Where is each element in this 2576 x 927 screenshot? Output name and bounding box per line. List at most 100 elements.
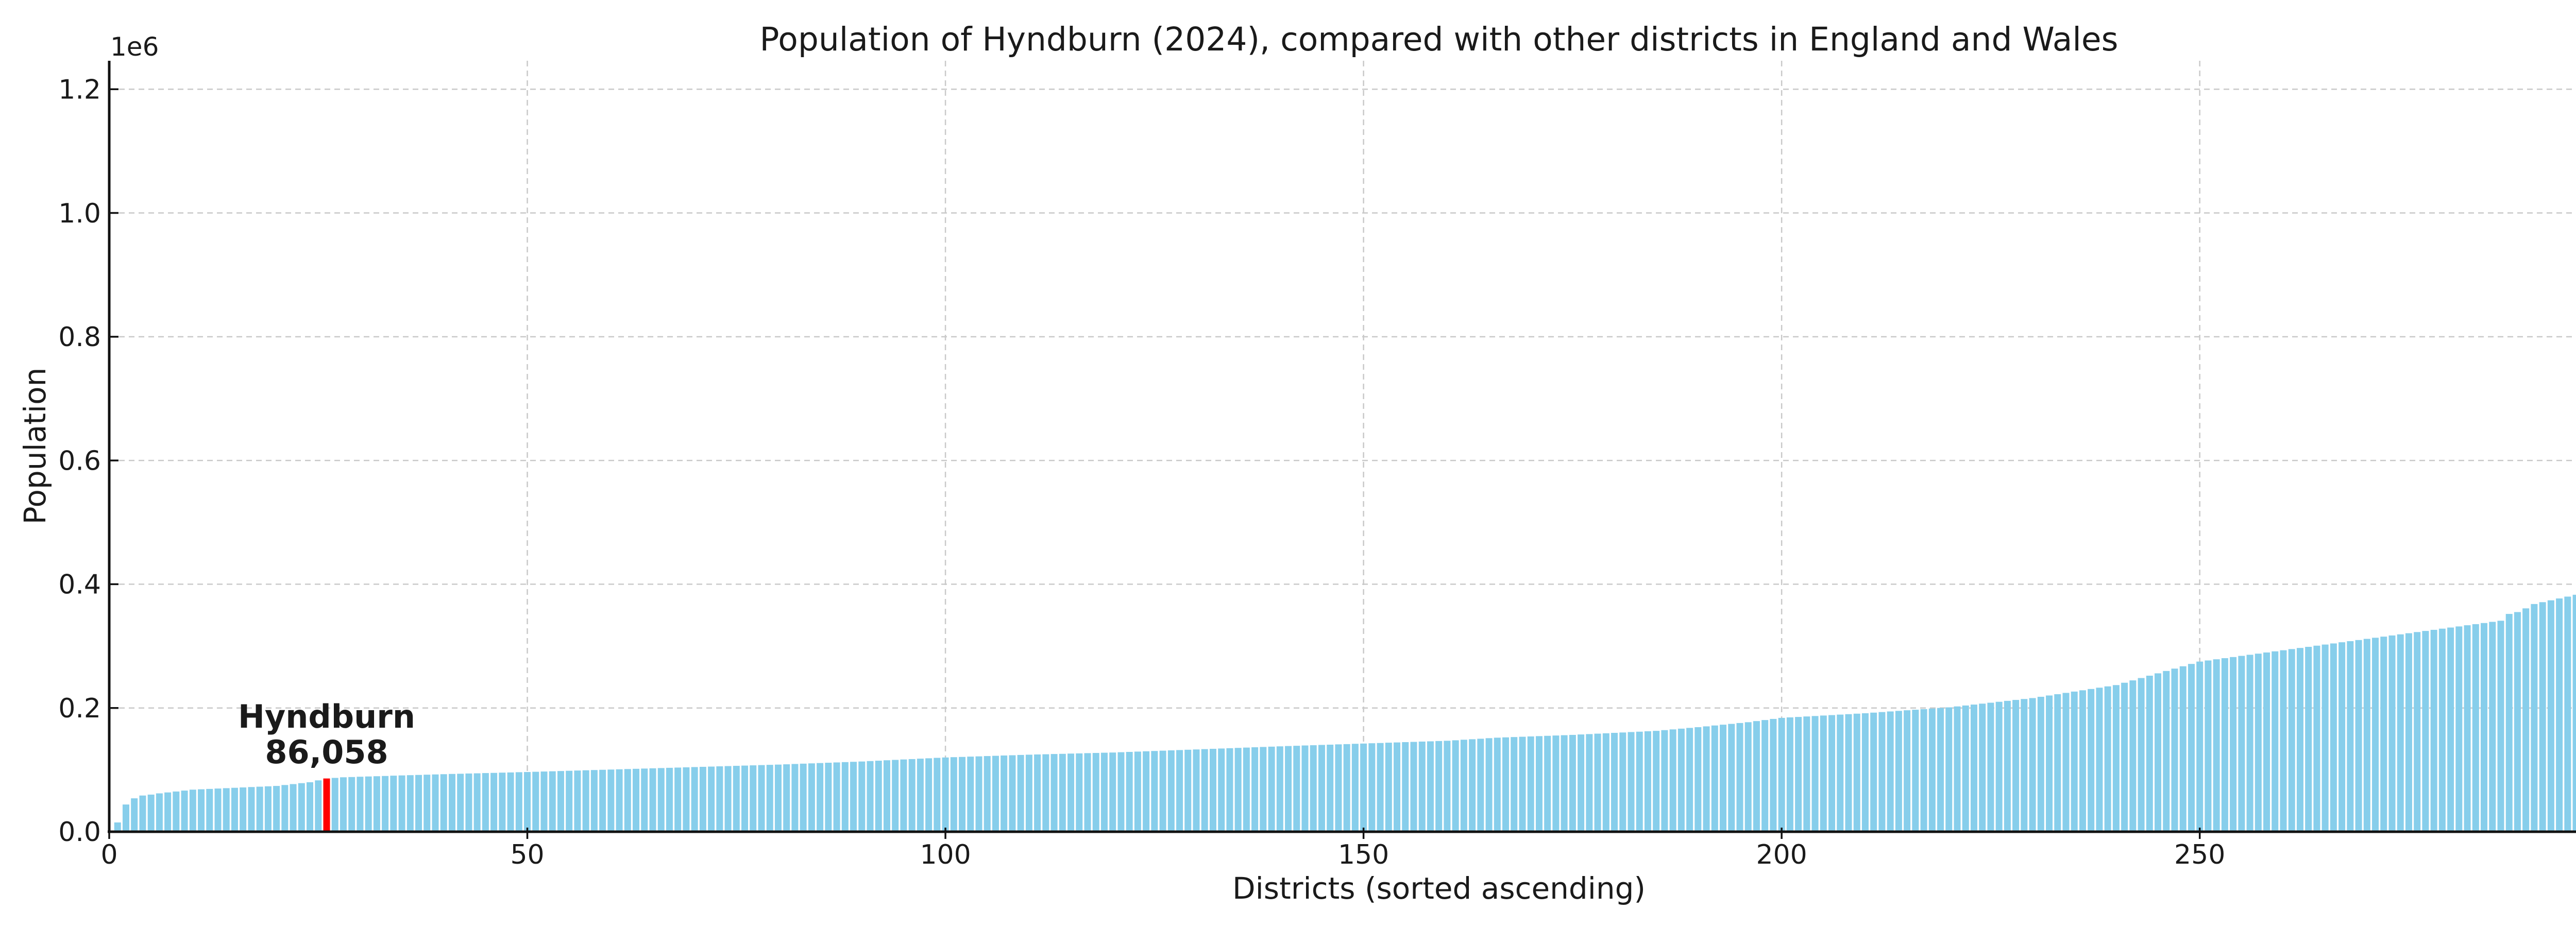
bar: [1100, 752, 1108, 832]
bar: [2196, 661, 2204, 832]
bar: [499, 772, 506, 832]
bar: [1025, 754, 1032, 832]
bar: [599, 769, 606, 832]
bar: [967, 757, 974, 832]
bar: [122, 804, 129, 832]
bar: [892, 760, 899, 832]
bar: [1586, 734, 1593, 832]
bar: [1117, 752, 1125, 832]
bar: [2062, 693, 2070, 832]
bar: [1669, 729, 1676, 832]
bar: [114, 822, 121, 832]
bar: [2096, 688, 2103, 832]
bar: [1561, 735, 1568, 832]
bar: [1318, 745, 1325, 832]
bar: [348, 777, 355, 832]
bar: [1427, 741, 1434, 832]
bar: [1218, 748, 1225, 832]
bar: [2288, 649, 2295, 832]
bar: [2430, 629, 2437, 832]
bar: [398, 775, 405, 832]
bar: [248, 787, 255, 832]
bar: [1770, 718, 1777, 832]
bar: [1904, 710, 1911, 832]
bar: [1569, 734, 1576, 832]
bar: [156, 793, 163, 832]
bar: [415, 775, 422, 832]
bar: [1276, 746, 1283, 832]
bar: [858, 761, 866, 832]
bar: [1628, 732, 1635, 832]
bar: [2129, 680, 2137, 832]
axes: 0.00.20.40.60.81.01.2050100150200250300: [58, 61, 2576, 870]
x-tick-label: 0: [100, 839, 117, 870]
bar: [1761, 720, 1769, 832]
bar: [457, 774, 464, 832]
bar: [1644, 731, 1651, 832]
bar: [1050, 754, 1058, 832]
bar: [1067, 753, 1075, 832]
bar: [2205, 660, 2212, 832]
bar: [1987, 702, 1994, 832]
bar: [482, 773, 489, 832]
y-tick-label: 0.0: [58, 817, 101, 848]
bar: [1034, 754, 1041, 832]
bar: [307, 782, 314, 832]
bar: [147, 794, 155, 832]
bar: [1452, 740, 1459, 832]
bar: [2505, 614, 2513, 832]
bar: [934, 758, 941, 832]
bar: [507, 772, 514, 832]
bar: [582, 770, 589, 832]
bar: [1134, 751, 1141, 832]
bar: [1410, 742, 1417, 832]
bar: [2146, 675, 2153, 832]
bar: [724, 766, 732, 832]
y-tick-label: 0.2: [58, 693, 101, 724]
bar: [1594, 733, 1601, 832]
bar: [2556, 598, 2563, 832]
x-tick-label: 250: [2174, 839, 2225, 870]
bar: [2104, 686, 2111, 832]
bar: [657, 768, 665, 832]
bar: [766, 765, 773, 832]
bar: [1602, 733, 1609, 832]
bar: [2112, 685, 2120, 832]
bar: [750, 765, 757, 832]
bar: [959, 757, 966, 832]
bar: [1720, 725, 1727, 832]
bar: [1795, 717, 1802, 832]
bar: [465, 773, 472, 832]
bar: [942, 757, 949, 832]
bar: [733, 766, 740, 832]
bar: [290, 784, 297, 832]
bar: [256, 786, 263, 832]
bar: [1327, 744, 1334, 832]
bar: [515, 772, 522, 832]
bar: [1377, 743, 1384, 832]
bar: [1786, 717, 1793, 832]
bar: [1728, 724, 1735, 832]
bar: [2405, 633, 2412, 832]
bar: [390, 776, 397, 832]
bar: [783, 764, 790, 832]
bar: [2363, 639, 2370, 832]
bar: [1343, 744, 1350, 832]
bar: [1351, 744, 1359, 832]
bar: [1995, 701, 2003, 832]
bar: [1535, 736, 1543, 832]
bar: [758, 765, 765, 832]
y-axis-offset-label: 1e6: [110, 32, 159, 62]
bar: [1502, 737, 1510, 832]
bar: [1945, 707, 1953, 832]
bar: [2447, 627, 2454, 832]
bar: [2171, 668, 2178, 832]
bar: [2397, 634, 2404, 832]
bar: [1301, 745, 1309, 832]
bar: [2455, 626, 2463, 832]
bar: [549, 771, 556, 832]
bar: [1870, 712, 1877, 832]
bar: [1201, 749, 1208, 832]
bar: [1260, 747, 1267, 832]
bar: [2121, 682, 2128, 832]
